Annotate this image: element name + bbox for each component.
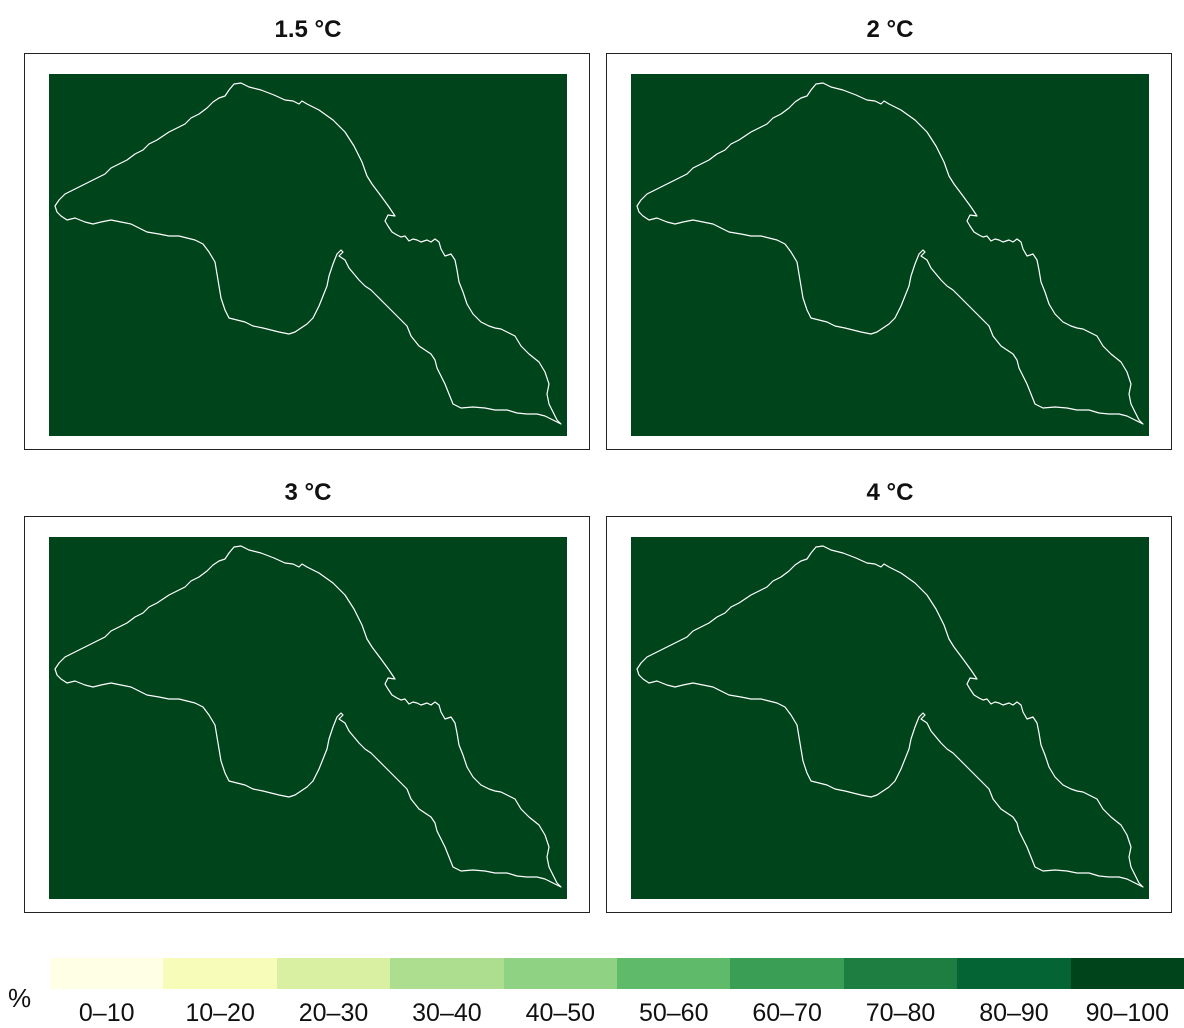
legend-swatch bbox=[503, 958, 618, 989]
map-panel-3 bbox=[24, 516, 590, 913]
legend-label: 20–30 bbox=[298, 999, 369, 1027]
legend-unit: % bbox=[8, 983, 32, 1013]
legend-labels: 0–10 10–20 20–30 30–40 40–50 50–60 60–70 70–80 8… bbox=[50, 999, 1184, 1027]
map-panel-2 bbox=[606, 53, 1172, 450]
legend-label: 60–70 bbox=[752, 999, 822, 1027]
panel-title-3: 3 °C bbox=[284, 479, 332, 506]
map-area-2 bbox=[631, 74, 1149, 436]
legend-swatch bbox=[1070, 958, 1184, 989]
region-outline-4 bbox=[636, 545, 1144, 888]
map-area-1 bbox=[49, 74, 567, 436]
legend-label: 10–20 bbox=[185, 999, 255, 1027]
panel-title-2: 2 °C bbox=[866, 16, 914, 43]
legend-label: 30–40 bbox=[412, 999, 482, 1027]
legend-swatch bbox=[163, 958, 277, 989]
legend-swatch bbox=[957, 958, 1071, 989]
legend-label: 70–80 bbox=[865, 999, 936, 1027]
legend-swatch bbox=[730, 958, 844, 989]
legend-label: 0–10 bbox=[78, 999, 135, 1027]
legend-label: 90–100 bbox=[1085, 999, 1170, 1027]
legend-swatch bbox=[390, 958, 504, 989]
legend-swatch bbox=[617, 958, 731, 989]
legend-label: 80–90 bbox=[979, 999, 1049, 1027]
legend-label: 50–60 bbox=[638, 999, 709, 1027]
region-outline-3 bbox=[54, 545, 562, 888]
legend: % 0–10 10–20 20–30 30–40 40–50 50–60 60–70 70–8… bbox=[0, 955, 1184, 1028]
panel-title-1: 1.5 °C bbox=[274, 16, 342, 43]
legend-colorbar bbox=[50, 958, 1184, 989]
map-area-4 bbox=[631, 537, 1149, 899]
legend-label: 40–50 bbox=[525, 999, 596, 1027]
legend-swatch bbox=[50, 958, 164, 989]
panel-title-4: 4 °C bbox=[866, 479, 914, 506]
map-area-3 bbox=[49, 537, 567, 899]
region-outline-1 bbox=[54, 82, 562, 425]
legend-swatch bbox=[843, 958, 958, 989]
region-outline-2 bbox=[636, 82, 1144, 425]
map-panel-1 bbox=[24, 53, 590, 450]
map-panel-4 bbox=[606, 516, 1172, 913]
legend-swatch bbox=[276, 958, 391, 989]
